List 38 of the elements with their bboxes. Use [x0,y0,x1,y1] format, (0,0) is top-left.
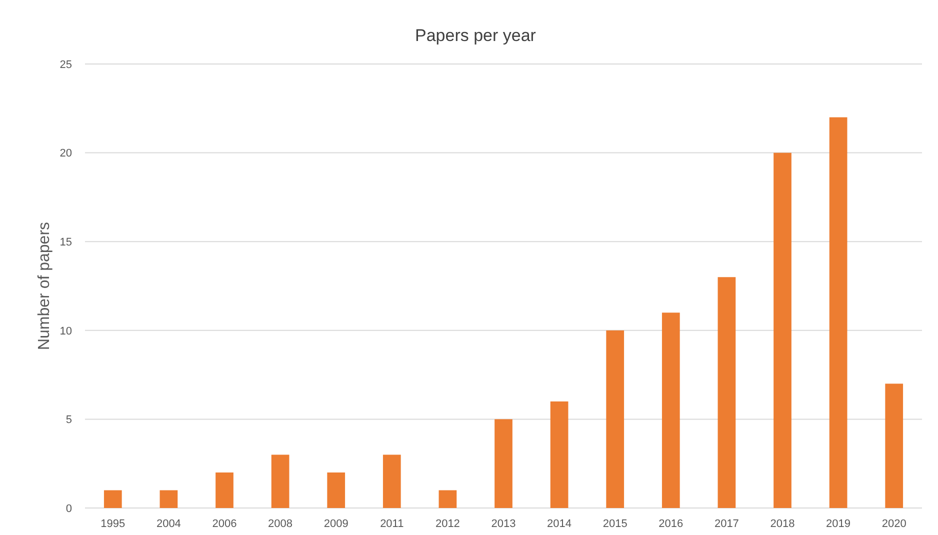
x-tick-label: 2011 [380,518,404,530]
bar [718,277,736,508]
y-tick-label: 20 [60,148,72,160]
y-tick-label: 15 [60,236,72,248]
bar [829,117,848,508]
bar [774,152,792,508]
y-tick-label: 10 [60,325,72,338]
x-tick-label: 2006 [212,518,237,530]
y-tick-label: 5 [66,414,72,426]
y-axis-title: Number of papers [36,222,53,350]
x-tick-label: 2017 [714,518,739,530]
bar [606,330,624,508]
x-tick-label: 2015 [602,518,628,530]
bar [160,490,178,508]
bar [271,454,290,508]
x-tick-label: 2020 [882,518,906,530]
x-tick-label: 2012 [435,518,460,530]
y-tick-label: 0 [66,502,72,515]
x-tick-label: 2014 [547,518,572,530]
bar [382,454,401,508]
bar [216,472,234,508]
x-tick-label: 2008 [268,518,293,530]
x-tick-label: 2004 [156,518,181,530]
bar [438,490,457,508]
x-tick-label: 2013 [491,518,516,530]
chart-title: Papers per year [415,26,536,45]
y-tick-label: 25 [60,58,72,71]
x-tick-label: 2009 [324,518,348,530]
bar [662,312,680,508]
x-tick-label: 2016 [658,518,684,530]
bar [550,401,568,508]
x-tick-label: 2018 [770,518,795,530]
bar [885,384,904,508]
bar [327,472,346,508]
bar [494,419,512,508]
x-tick-label: 2019 [826,518,851,530]
x-tick-label: 1995 [100,518,126,530]
bar [104,490,122,508]
